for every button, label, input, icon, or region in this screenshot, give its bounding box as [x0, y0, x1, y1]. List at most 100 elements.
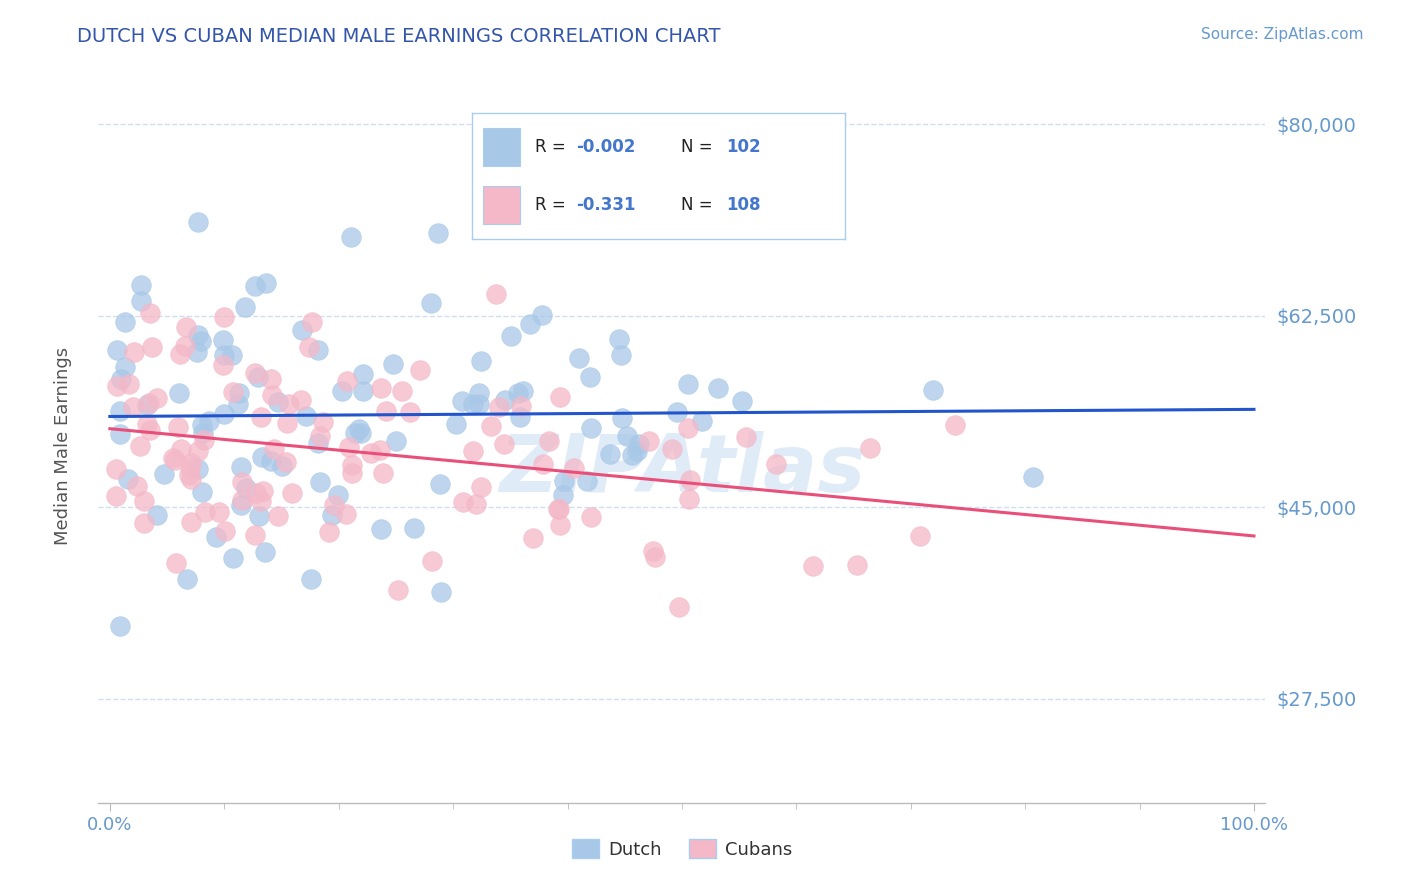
Point	[607, 332, 630, 346]
Point	[114, 359, 136, 374]
Point	[105, 462, 128, 476]
Point	[340, 458, 363, 472]
Point	[638, 434, 661, 448]
Point	[186, 344, 208, 359]
Point	[110, 427, 132, 442]
Point	[214, 524, 236, 539]
Point	[461, 444, 484, 458]
Point	[326, 488, 349, 502]
Point	[176, 573, 198, 587]
Point	[859, 441, 882, 455]
Point	[221, 551, 243, 566]
Point	[231, 492, 253, 507]
Point	[510, 399, 533, 413]
Point	[337, 440, 360, 454]
Point	[222, 384, 245, 399]
Point	[1022, 469, 1045, 483]
Point	[352, 367, 374, 381]
Point	[530, 308, 553, 322]
Point	[245, 366, 267, 380]
Point	[122, 400, 145, 414]
Point	[506, 385, 529, 400]
Text: DUTCH VS CUBAN MEDIAN MALE EARNINGS CORRELATION CHART: DUTCH VS CUBAN MEDIAN MALE EARNINGS CORR…	[77, 27, 721, 45]
Point	[547, 502, 569, 516]
Point	[323, 498, 346, 512]
Point	[461, 397, 484, 411]
Point	[274, 455, 297, 469]
Point	[105, 378, 128, 392]
Point	[233, 301, 256, 315]
Point	[547, 501, 569, 516]
Point	[537, 434, 560, 448]
Point	[427, 226, 450, 240]
Point	[122, 344, 145, 359]
Point	[404, 521, 426, 535]
Point	[512, 384, 534, 398]
Point	[661, 442, 683, 457]
Point	[191, 425, 214, 440]
Point	[131, 294, 153, 309]
Point	[125, 479, 148, 493]
Point	[212, 358, 235, 372]
Point	[221, 348, 243, 362]
Point	[136, 397, 159, 411]
Point	[114, 315, 136, 329]
Point	[420, 553, 443, 567]
Point	[579, 421, 602, 435]
Point	[488, 400, 510, 414]
Point	[191, 418, 214, 433]
Point	[266, 509, 288, 524]
Point	[226, 397, 249, 411]
Point	[340, 230, 363, 244]
Point	[187, 462, 209, 476]
Point	[299, 572, 322, 586]
Point	[117, 471, 139, 485]
Point	[385, 434, 408, 448]
Point	[553, 475, 575, 489]
Point	[139, 423, 162, 437]
Point	[370, 522, 392, 536]
Point	[187, 327, 209, 342]
Point	[105, 343, 128, 357]
Point	[165, 556, 187, 570]
Point	[105, 489, 128, 503]
Point	[453, 495, 475, 509]
Point	[330, 384, 353, 398]
Point	[301, 315, 323, 329]
Point	[263, 442, 285, 456]
Point	[347, 422, 370, 436]
Point	[548, 518, 571, 533]
Point	[335, 507, 357, 521]
Point	[190, 334, 212, 348]
Point	[485, 287, 508, 301]
Point	[180, 456, 202, 470]
Point	[801, 558, 824, 573]
Point	[260, 388, 283, 402]
Point	[179, 460, 201, 475]
Point	[374, 404, 396, 418]
Point	[387, 583, 409, 598]
Point	[254, 276, 277, 290]
Point	[943, 417, 966, 432]
Point	[568, 351, 591, 365]
Point	[481, 418, 503, 433]
Point	[132, 516, 155, 530]
Point	[198, 414, 221, 428]
Point	[281, 486, 304, 500]
Point	[409, 363, 432, 377]
Point	[551, 488, 574, 502]
Point	[370, 443, 392, 458]
Point	[153, 467, 176, 481]
Point	[249, 509, 271, 524]
Point	[231, 498, 253, 512]
Point	[626, 444, 648, 458]
Point	[252, 484, 274, 499]
Point	[167, 386, 190, 401]
Point	[205, 529, 228, 543]
Point	[340, 466, 363, 480]
Point	[243, 279, 266, 293]
Point	[519, 317, 541, 331]
Point	[211, 333, 233, 347]
Point	[309, 475, 332, 489]
Point	[344, 426, 367, 441]
